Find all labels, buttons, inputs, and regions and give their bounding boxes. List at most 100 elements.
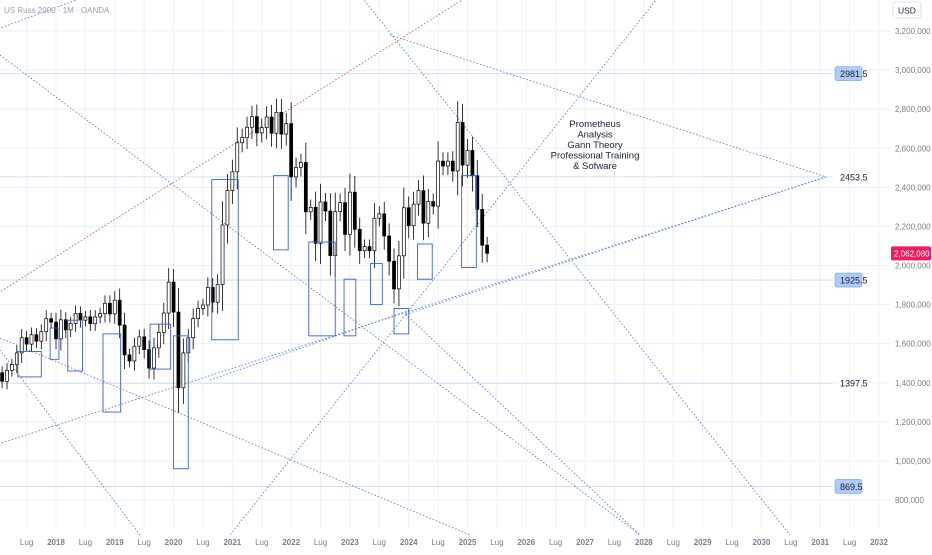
candle-body[interactable]	[313, 207, 318, 244]
candle-body[interactable]	[245, 126, 249, 138]
candle-body[interactable]	[274, 111, 279, 134]
candle-body[interactable]	[24, 337, 29, 345]
candle-body[interactable]	[205, 287, 210, 306]
candle-body[interactable]	[411, 203, 416, 227]
candle-body[interactable]	[215, 284, 220, 303]
candle-body[interactable]	[392, 260, 396, 290]
candle-body[interactable]	[460, 122, 465, 166]
candle-body[interactable]	[5, 369, 9, 382]
candle-body[interactable]	[19, 337, 24, 354]
candle-body[interactable]	[250, 116, 254, 128]
candle-body[interactable]	[98, 313, 102, 318]
candle-body[interactable]	[210, 287, 215, 303]
candle-body[interactable]	[323, 201, 328, 212]
candle-body[interactable]	[387, 235, 391, 262]
candle-body[interactable]	[338, 202, 342, 212]
candle-body[interactable]	[59, 319, 63, 340]
candle-body[interactable]	[240, 137, 245, 144]
candle-body[interactable]	[103, 302, 107, 314]
candle-body[interactable]	[78, 312, 83, 321]
candle-body[interactable]	[157, 332, 161, 349]
candle-body[interactable]	[450, 160, 455, 172]
candle-body[interactable]	[441, 160, 445, 167]
candle-body[interactable]	[455, 122, 460, 172]
candle-body[interactable]	[34, 334, 39, 342]
candle-body[interactable]	[431, 201, 436, 207]
candle-body[interactable]	[328, 210, 333, 256]
candle-body[interactable]	[357, 228, 362, 252]
candle-body[interactable]	[196, 308, 200, 319]
candle-body[interactable]	[475, 175, 480, 210]
candle-body[interactable]	[201, 304, 205, 309]
candle-body[interactable]	[480, 209, 485, 246]
candle-body[interactable]	[73, 312, 78, 324]
candle-body[interactable]	[44, 318, 49, 333]
candle-body[interactable]	[308, 207, 313, 213]
candle-body[interactable]	[289, 123, 294, 178]
candle-body[interactable]	[191, 318, 196, 339]
candle-body[interactable]	[465, 150, 470, 166]
candle-body[interactable]	[303, 162, 308, 213]
candle-body[interactable]	[54, 321, 58, 340]
candle-body[interactable]	[39, 331, 44, 342]
candle-body[interactable]	[264, 116, 269, 128]
candle-body[interactable]	[0, 372, 4, 382]
candle-body[interactable]	[152, 347, 156, 369]
candle-body[interactable]	[318, 201, 323, 244]
candle-body[interactable]	[294, 166, 298, 178]
candle-body[interactable]	[372, 217, 377, 252]
currency-button[interactable]	[892, 1, 922, 19]
candle-body[interactable]	[10, 364, 14, 371]
candle-body[interactable]	[230, 171, 235, 191]
candle-body[interactable]	[68, 322, 73, 331]
candle-body[interactable]	[147, 349, 151, 369]
candle-body[interactable]	[93, 316, 98, 324]
candle-body[interactable]	[436, 160, 440, 207]
candle-body[interactable]	[259, 127, 264, 134]
candle-body[interactable]	[382, 213, 387, 237]
candle-body[interactable]	[377, 213, 382, 219]
candle-body[interactable]	[161, 312, 166, 333]
candle-body[interactable]	[137, 336, 142, 347]
candle-body[interactable]	[235, 142, 240, 173]
candle-body[interactable]	[299, 162, 303, 168]
candle-body[interactable]	[446, 160, 450, 167]
candle-body[interactable]	[181, 352, 186, 389]
candle-body[interactable]	[426, 201, 431, 224]
candle-body[interactable]	[362, 246, 367, 252]
candle-body[interactable]	[176, 311, 181, 389]
candle-body[interactable]	[29, 334, 34, 345]
candle-body[interactable]	[401, 207, 406, 257]
candle-body[interactable]	[416, 190, 421, 205]
candle-body[interactable]	[343, 202, 347, 235]
candle-body[interactable]	[142, 336, 147, 351]
candle-body[interactable]	[269, 116, 274, 134]
candle-body[interactable]	[63, 319, 68, 331]
candle-body[interactable]	[470, 150, 475, 177]
candle-body[interactable]	[112, 299, 117, 315]
candle-body[interactable]	[122, 324, 127, 356]
candle-body[interactable]	[108, 302, 112, 315]
candle-body[interactable]	[83, 316, 88, 321]
candle-body[interactable]	[348, 191, 352, 235]
candle-body[interactable]	[485, 244, 489, 254]
candle-body[interactable]	[254, 116, 259, 134]
candle-body[interactable]	[166, 281, 171, 314]
candle-body[interactable]	[406, 207, 411, 227]
candle-body[interactable]	[220, 224, 225, 285]
candle-body[interactable]	[132, 345, 137, 362]
candle-body[interactable]	[88, 316, 93, 324]
candle-body[interactable]	[279, 111, 284, 135]
candle-body[interactable]	[421, 190, 426, 224]
candle-body[interactable]	[367, 246, 372, 252]
candle-body[interactable]	[49, 318, 53, 323]
candle-body[interactable]	[397, 255, 401, 290]
candle-body[interactable]	[14, 352, 19, 365]
candle-body[interactable]	[284, 123, 289, 135]
candle-body[interactable]	[117, 299, 122, 326]
candle-body[interactable]	[225, 190, 230, 226]
candle-body[interactable]	[352, 191, 357, 230]
candle-body[interactable]	[171, 281, 176, 313]
candle-body[interactable]	[127, 354, 132, 362]
